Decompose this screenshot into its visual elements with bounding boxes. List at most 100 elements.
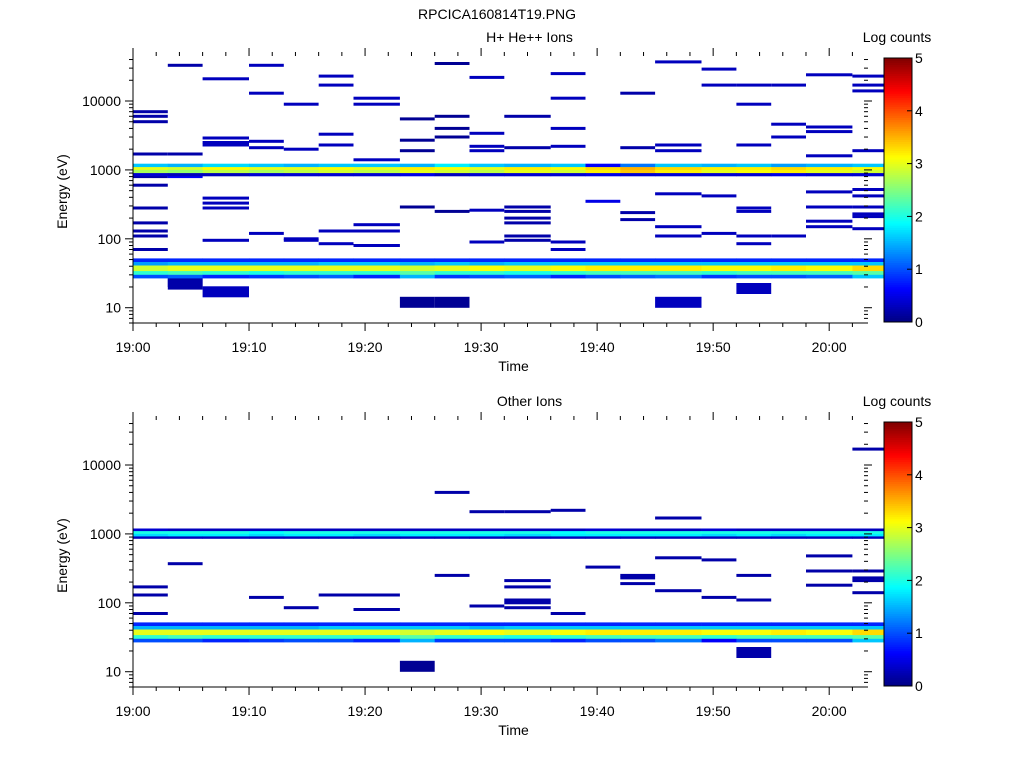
colorbar-segment	[884, 170, 912, 173]
spectrogram-band-cell	[806, 536, 853, 539]
spectrogram-band-cell	[133, 258, 169, 263]
spectrogram-band-cell	[353, 173, 401, 177]
spectrogram-band-cell	[852, 271, 891, 276]
spectrogram-band-cell	[318, 262, 354, 266]
spectrogram-cell	[852, 74, 891, 78]
spectrogram-band-cell	[399, 629, 436, 636]
spectrogram-band-cell	[469, 271, 505, 276]
spectrogram-cell	[202, 238, 249, 242]
colorbar-segment	[884, 485, 912, 489]
colorbar-segment	[884, 611, 912, 614]
spectrogram-cell	[504, 601, 551, 605]
colorbar-segment	[884, 501, 912, 504]
spectrogram-band-cell	[620, 531, 656, 535]
x-tick-label: 19:50	[696, 703, 731, 719]
colorbar-segment	[884, 198, 912, 202]
spectrogram-band-cell	[736, 262, 772, 266]
colorbar-segment	[884, 113, 912, 116]
spectrogram-band-cell	[318, 258, 354, 263]
spectrogram-band-cell	[167, 536, 203, 539]
spectrogram-band-cell	[620, 163, 656, 168]
spectrogram-cell	[852, 83, 891, 87]
spectrogram-band-cell	[736, 271, 772, 276]
spectrogram-band-cell	[167, 533, 203, 537]
spectrogram-band-cell	[806, 626, 853, 630]
colorbar-segment	[884, 141, 912, 145]
spectrogram-band-cell	[318, 169, 354, 174]
colorbar-segment	[884, 104, 912, 107]
spectrogram-band-cell	[852, 531, 891, 535]
spectrogram-cell	[133, 206, 168, 210]
spectrogram-band-cell	[655, 531, 702, 535]
spectrogram-cell	[318, 593, 354, 597]
spectrogram-band-cell	[504, 262, 552, 266]
x-tick-label: 19:00	[115, 339, 150, 355]
colorbar-segment	[884, 190, 912, 193]
spectrogram-band-cell	[701, 622, 737, 627]
colorbar-segment	[884, 661, 912, 665]
colorbar-segment	[884, 275, 912, 279]
spectrogram-band-cell	[852, 629, 891, 636]
spectrogram-cell	[504, 238, 551, 242]
colorbar-segment	[884, 297, 912, 301]
spectrogram-cell	[771, 83, 806, 87]
spectrogram-band-cell	[469, 258, 505, 263]
spectrogram-band-cell	[771, 533, 807, 537]
spectrogram-cell	[550, 96, 586, 100]
spectrogram-band-cell	[353, 258, 401, 263]
spectrogram-band-cell	[736, 622, 772, 627]
spectrogram-band-cell	[283, 265, 319, 272]
spectrogram-band-cell	[852, 163, 891, 168]
colorbar-segment	[884, 284, 912, 288]
colorbar-segment	[884, 556, 912, 559]
colorbar-segment	[884, 126, 912, 129]
colorbar-segment	[884, 479, 912, 482]
x-tick-label: 20:00	[812, 339, 847, 355]
colorbar-segment	[884, 154, 912, 158]
colorbar-segment	[884, 209, 912, 213]
spectrogram-cell	[550, 248, 586, 251]
spectrogram-cell	[504, 579, 551, 583]
y-tick-label: 10000	[82, 93, 121, 109]
spectrogram-band-cell	[655, 271, 702, 276]
spectrogram-band-cell	[806, 163, 853, 168]
spectrogram-band-cell	[771, 167, 807, 171]
spectrogram-cell	[806, 554, 853, 558]
colorbar-frame	[883, 57, 913, 323]
spectrogram-band-cell	[202, 635, 250, 640]
spectrogram-cell	[249, 146, 284, 150]
spectrogram-cell	[655, 234, 702, 238]
spectrogram-band-cell	[202, 258, 250, 263]
spectrogram-band-cell	[202, 622, 250, 627]
spectrogram-cell	[806, 154, 853, 158]
spectrogram-cell	[202, 141, 249, 144]
spectrogram-band-cell	[434, 167, 470, 171]
spectrogram-band-cell	[771, 274, 807, 279]
spectrogram-band-cell	[701, 265, 737, 272]
spectrogram-band-cell	[655, 536, 702, 539]
colorbar-segment	[884, 214, 912, 217]
colorbar-segment	[884, 278, 912, 281]
colorbar-segment	[884, 262, 912, 266]
spectrogram-cell	[249, 139, 284, 143]
colorbar-segment	[884, 86, 912, 90]
colorbar-segment	[884, 483, 912, 487]
spectrogram-cell	[167, 175, 203, 179]
colorbar-segment	[884, 271, 912, 275]
y-tick-label: 1000	[90, 162, 121, 178]
spectrogram-band-cell	[585, 533, 621, 537]
colorbar-segment	[884, 181, 912, 184]
colorbar-segment	[884, 135, 912, 138]
spectrogram-band-cell	[736, 528, 772, 532]
spectrogram-band-cell	[469, 536, 505, 539]
colorbar-segment	[884, 457, 912, 460]
spectrogram-cell	[655, 296, 702, 308]
spectrogram-cell	[434, 135, 470, 139]
spectrogram-band-cell	[133, 274, 169, 279]
x-tick-label: 20:00	[812, 703, 847, 719]
colorbar-segment	[884, 315, 912, 319]
colorbar-segment	[884, 683, 912, 687]
spectrogram-band-cell	[504, 167, 552, 171]
spectrogram-cell	[353, 102, 400, 106]
spectrogram-band-cell	[353, 265, 401, 272]
